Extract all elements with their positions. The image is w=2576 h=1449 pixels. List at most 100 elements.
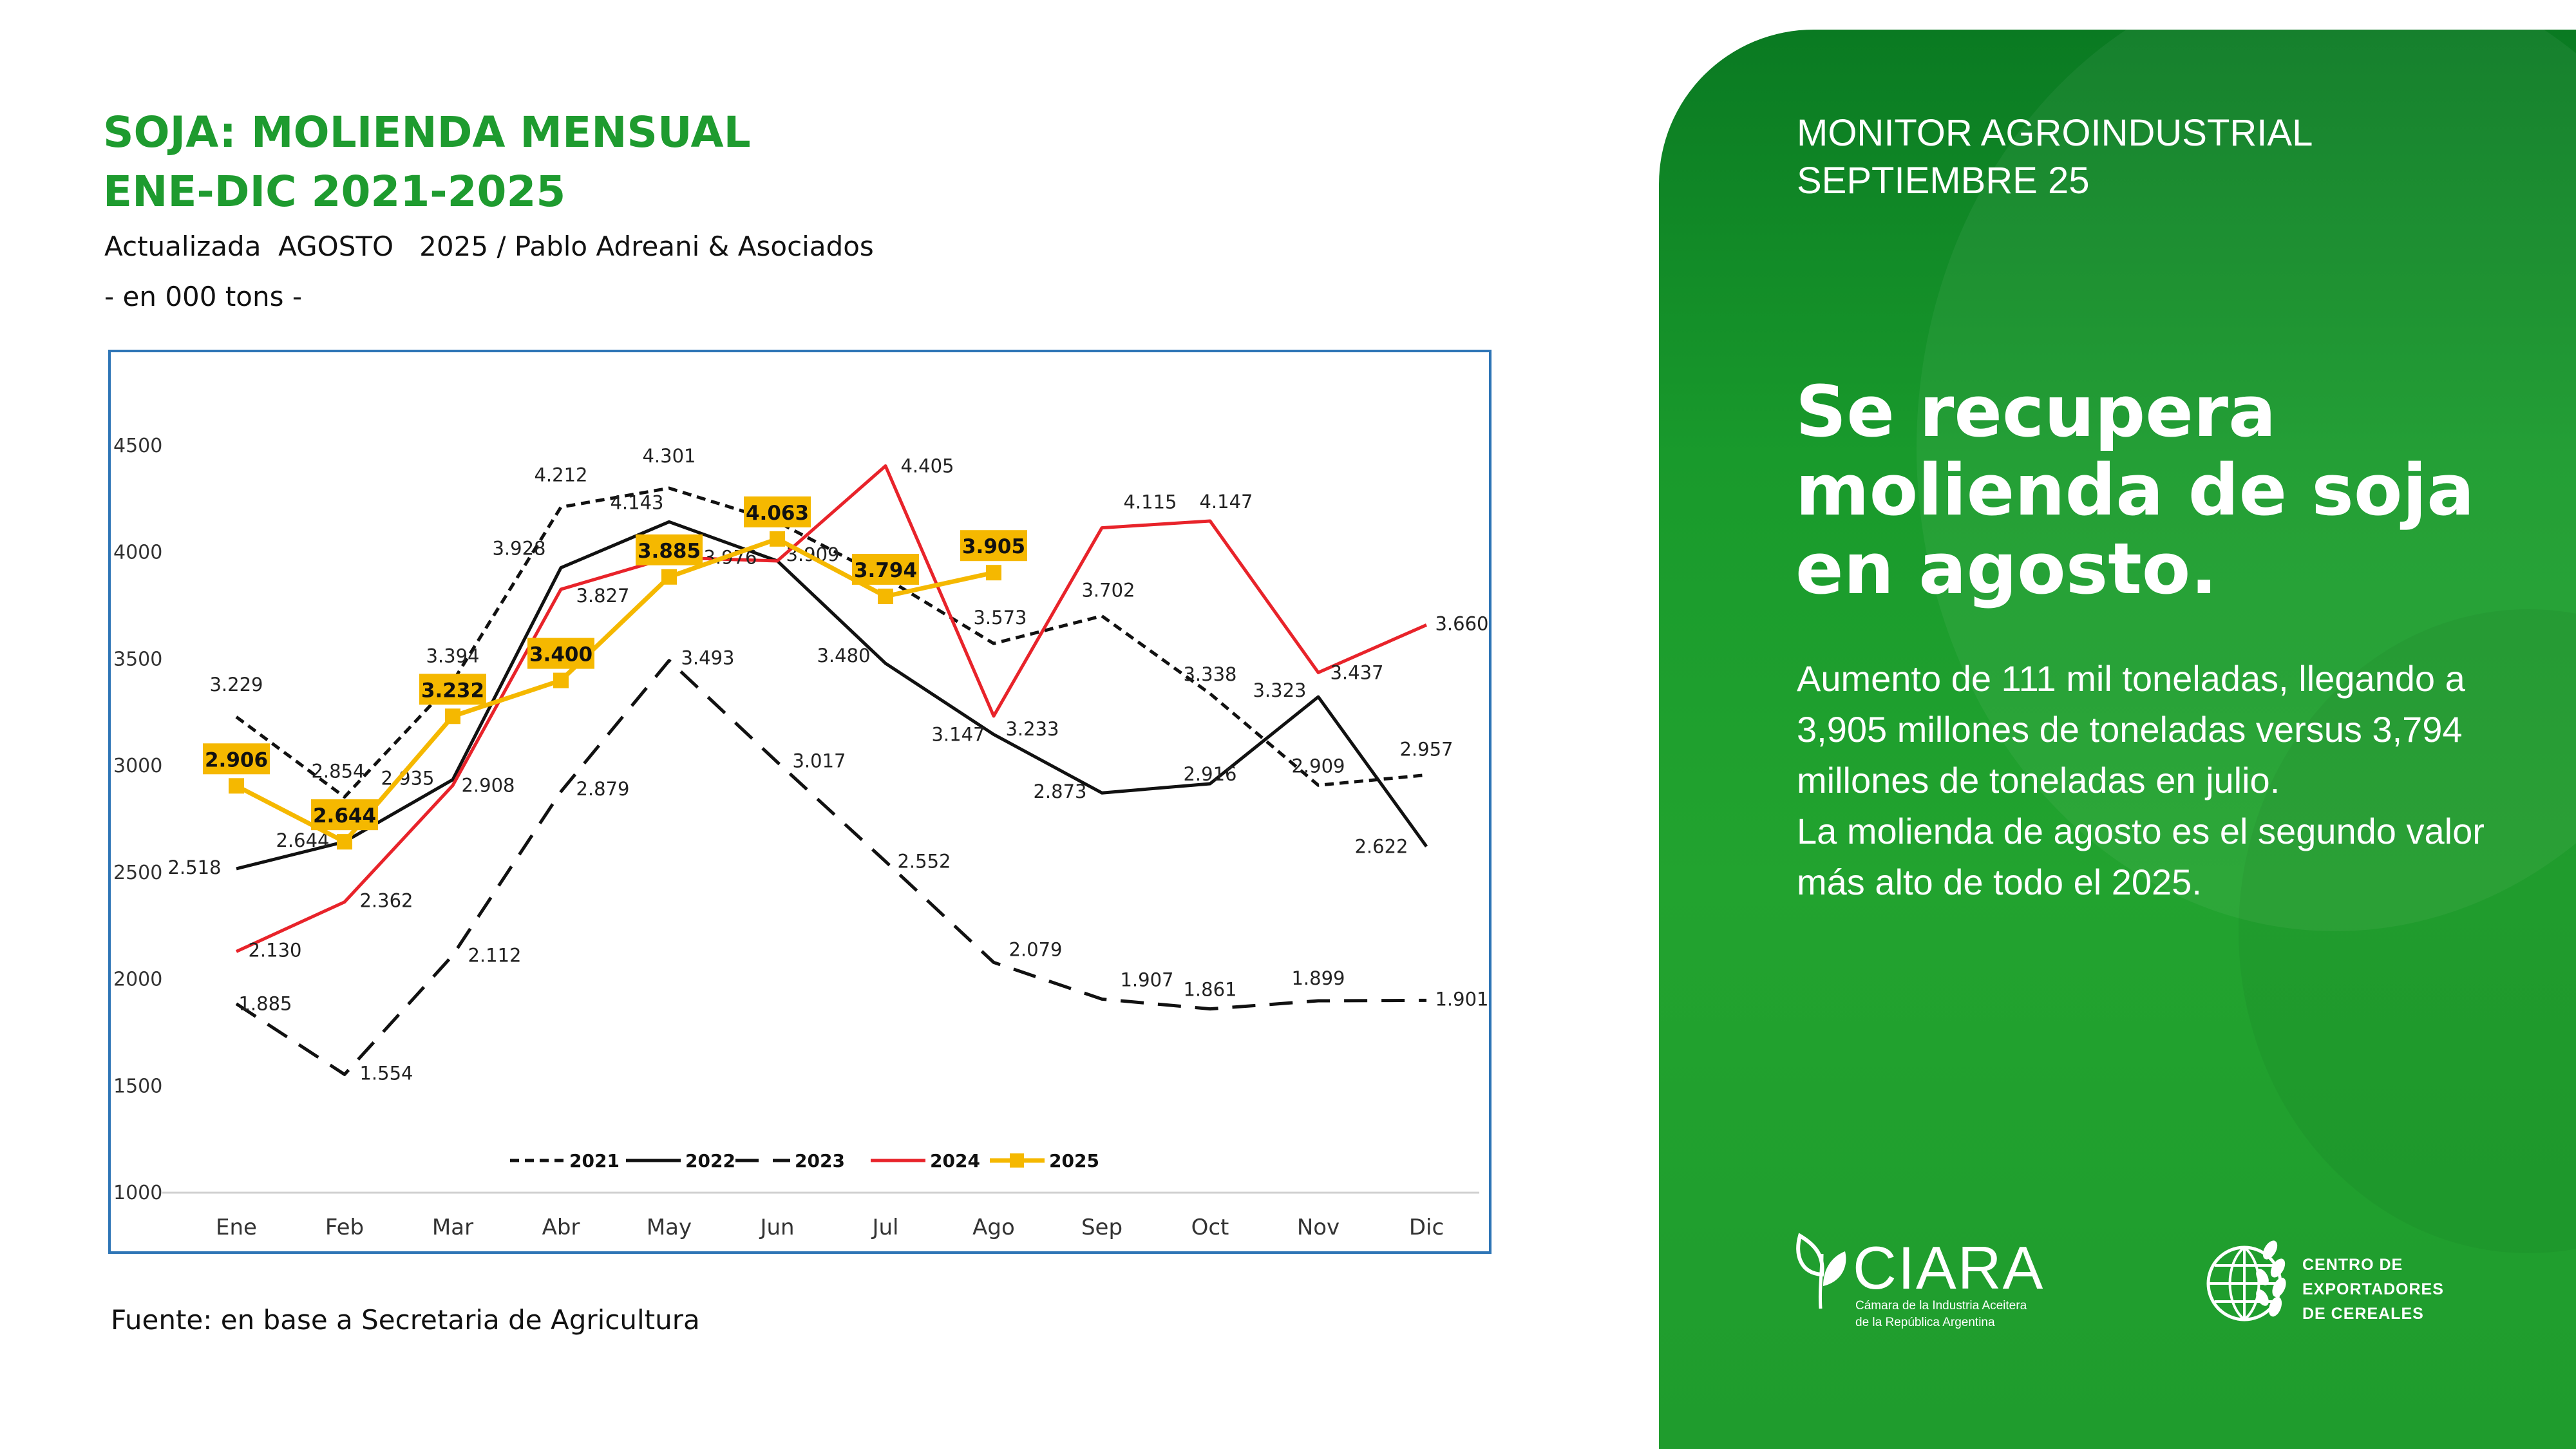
legend-label-2025: 2025: [1049, 1150, 1099, 1171]
units-note: - en 000 tons -: [104, 281, 303, 312]
data-label-2021: 3.394: [426, 645, 479, 667]
y-tick-label: 1500: [113, 1075, 162, 1097]
data-label-2022: 3.928: [492, 538, 545, 560]
data-label-2023: 1.554: [359, 1062, 413, 1084]
data-label-2024: 3.437: [1330, 661, 1383, 683]
series-line-2024: [235, 464, 1428, 953]
data-label-2023: 2.552: [897, 851, 951, 873]
data-label-2024: 3.827: [576, 585, 629, 607]
x-tick-label: Dic: [1409, 1215, 1444, 1240]
data-label-2021: 2.854: [311, 761, 365, 782]
data-label-2024: 4.115: [1123, 491, 1177, 513]
data-label-2022: 4.143: [610, 491, 663, 513]
title-line-2: ENE-DIC 2021-2025: [103, 167, 566, 216]
data-point-2025: [553, 672, 569, 688]
ciara-subtitle: Cámara de la Industria Aceitera de la Re…: [1855, 1298, 2061, 1331]
x-tick-label: Feb: [325, 1215, 364, 1240]
x-tick-label: Oct: [1191, 1215, 1229, 1240]
data-label-2021: 3.702: [1081, 579, 1135, 601]
cec-name: CENTRO DE EXPORTADORES DE CEREALES: [2302, 1253, 2457, 1326]
data-label-2023: 1.901: [1435, 988, 1488, 1010]
data-label-2022: 2.644: [276, 829, 329, 851]
y-tick-label: 4500: [113, 435, 162, 457]
data-label-2025: 2.906: [205, 748, 268, 772]
data-point-2025: [878, 588, 893, 604]
y-tick-label: 3500: [113, 648, 162, 670]
data-label-2022: 3.323: [1253, 679, 1306, 701]
data-label-2021: 3.338: [1183, 663, 1236, 685]
data-label-2025: 4.063: [746, 502, 809, 525]
headline: Se recupera molienda de soja en agosto.: [1795, 372, 2536, 608]
data-point-2025: [770, 531, 785, 547]
headline-line-1: Se recupera: [1795, 370, 2277, 453]
data-label-2024: 4.405: [900, 455, 954, 477]
data-label-2024: 2.908: [461, 775, 515, 797]
series-line-2022: [236, 520, 1428, 871]
legend-label-2024: 2024: [930, 1150, 980, 1171]
data-label-box-2025: [311, 799, 378, 831]
summary-line-4: La molienda de agosto es el segundo valo…: [1797, 811, 2485, 851]
x-tick-label: Jul: [871, 1215, 898, 1240]
summary-text: Aumento de 111 mil toneladas, llegando a…: [1797, 653, 2518, 907]
series-line-2023: [235, 659, 1427, 1076]
data-label-2023: 1.885: [238, 993, 292, 1015]
data-label-2021: 2.909: [1291, 755, 1345, 777]
data-label-2022: 2.916: [1183, 763, 1236, 785]
cec-line-2: EXPORTADORES: [2302, 1280, 2444, 1298]
ciara-sub-2: de la República Argentina: [1855, 1316, 1995, 1329]
monitor-line-2: SEPTIEMBRE 25: [1797, 160, 2090, 202]
data-label-box-2025: [527, 638, 594, 669]
title-line-1: SOJA: MOLIENDA MENSUAL: [103, 108, 751, 157]
cec-line-1: CENTRO DE: [2302, 1256, 2403, 1274]
x-tick-label: Nov: [1297, 1215, 1340, 1240]
data-label-2023: 2.879: [576, 778, 629, 800]
data-label-2024: 2.362: [359, 890, 413, 912]
data-label-box-2025: [203, 743, 270, 775]
side-panel: [1659, 30, 2576, 1449]
legend-label-2022: 2022: [685, 1150, 735, 1171]
data-label-2025: 3.232: [421, 679, 484, 702]
source-note: Fuente: en base a Secretaria de Agricult…: [111, 1304, 700, 1336]
data-label-box-2025: [419, 674, 486, 705]
data-label-box-2025: [960, 530, 1027, 562]
data-label-2022: 2.873: [1033, 781, 1086, 802]
data-label-2025: 2.644: [313, 804, 376, 828]
y-tick-label: 2500: [113, 862, 162, 884]
summary-line-1: Aumento de 111 mil toneladas, llegando a: [1797, 658, 2465, 699]
y-tick-label: 2000: [113, 969, 162, 991]
data-label-2024: 3.233: [1005, 718, 1059, 740]
data-label-2022: 3.147: [931, 723, 985, 745]
data-label-2025: 3.400: [529, 643, 592, 667]
legend-marker-2025: [1010, 1153, 1024, 1168]
globe-wheat-icon: [2206, 1240, 2286, 1321]
series-line-2021: [235, 486, 1427, 799]
headline-line-2: molienda de soja: [1795, 449, 2475, 531]
data-label-2023: 1.907: [1120, 969, 1173, 990]
x-tick-label: Jun: [759, 1215, 794, 1240]
monitor-label: MONITOR AGROINDUSTRIAL SEPTIEMBRE 25: [1797, 109, 2313, 205]
headline-line-3: en agosto.: [1795, 527, 2218, 610]
x-tick-label: Ago: [972, 1215, 1015, 1240]
data-label-2024: 4.147: [1199, 491, 1253, 513]
x-tick-label: Mar: [432, 1215, 473, 1240]
data-label-2021: 2.957: [1399, 738, 1453, 760]
data-label-2024: 3.660: [1435, 612, 1488, 634]
data-label-2023: 2.079: [1009, 938, 1062, 960]
x-tick-label: Abr: [542, 1215, 580, 1240]
data-label-2022: 3.480: [817, 645, 870, 667]
x-tick-label: May: [647, 1215, 692, 1240]
data-label-box-2025: [852, 553, 919, 585]
data-label-box-2025: [744, 496, 811, 527]
summary-line-3: millones de toneladas en julio.: [1797, 760, 2280, 800]
cec-line-3: DE CEREALES: [2302, 1305, 2424, 1323]
legend-label-2023: 2023: [795, 1150, 845, 1171]
data-point-2025: [986, 565, 1001, 581]
data-label-2021: 4.212: [534, 464, 587, 486]
y-tick-label: 1000: [113, 1182, 162, 1204]
chart-subtitle: Actualizada AGOSTO 2025 / Pablo Adreani …: [104, 231, 874, 262]
data-point-2025: [445, 708, 460, 724]
data-label-2022: 2.622: [1354, 835, 1408, 857]
data-label-2023: 1.861: [1183, 979, 1236, 1001]
data-label-2023: 3.017: [792, 750, 846, 772]
data-label-box-2025: [636, 534, 703, 565]
